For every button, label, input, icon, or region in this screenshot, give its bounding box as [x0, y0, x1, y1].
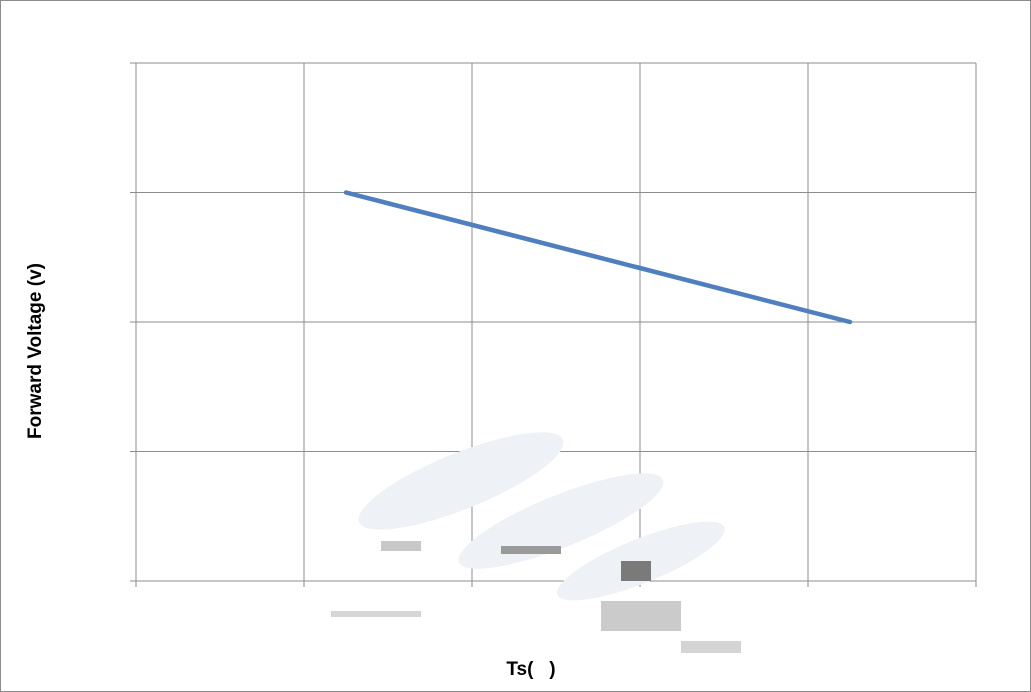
x-axis-title: Ts( ) [506, 659, 555, 680]
axis-ticks [130, 62, 977, 587]
watermark-graphic [331, 432, 741, 653]
y-axis-title: Forward Voltage (v) [25, 263, 46, 439]
series-group [343, 190, 853, 325]
series-line [343, 190, 853, 325]
